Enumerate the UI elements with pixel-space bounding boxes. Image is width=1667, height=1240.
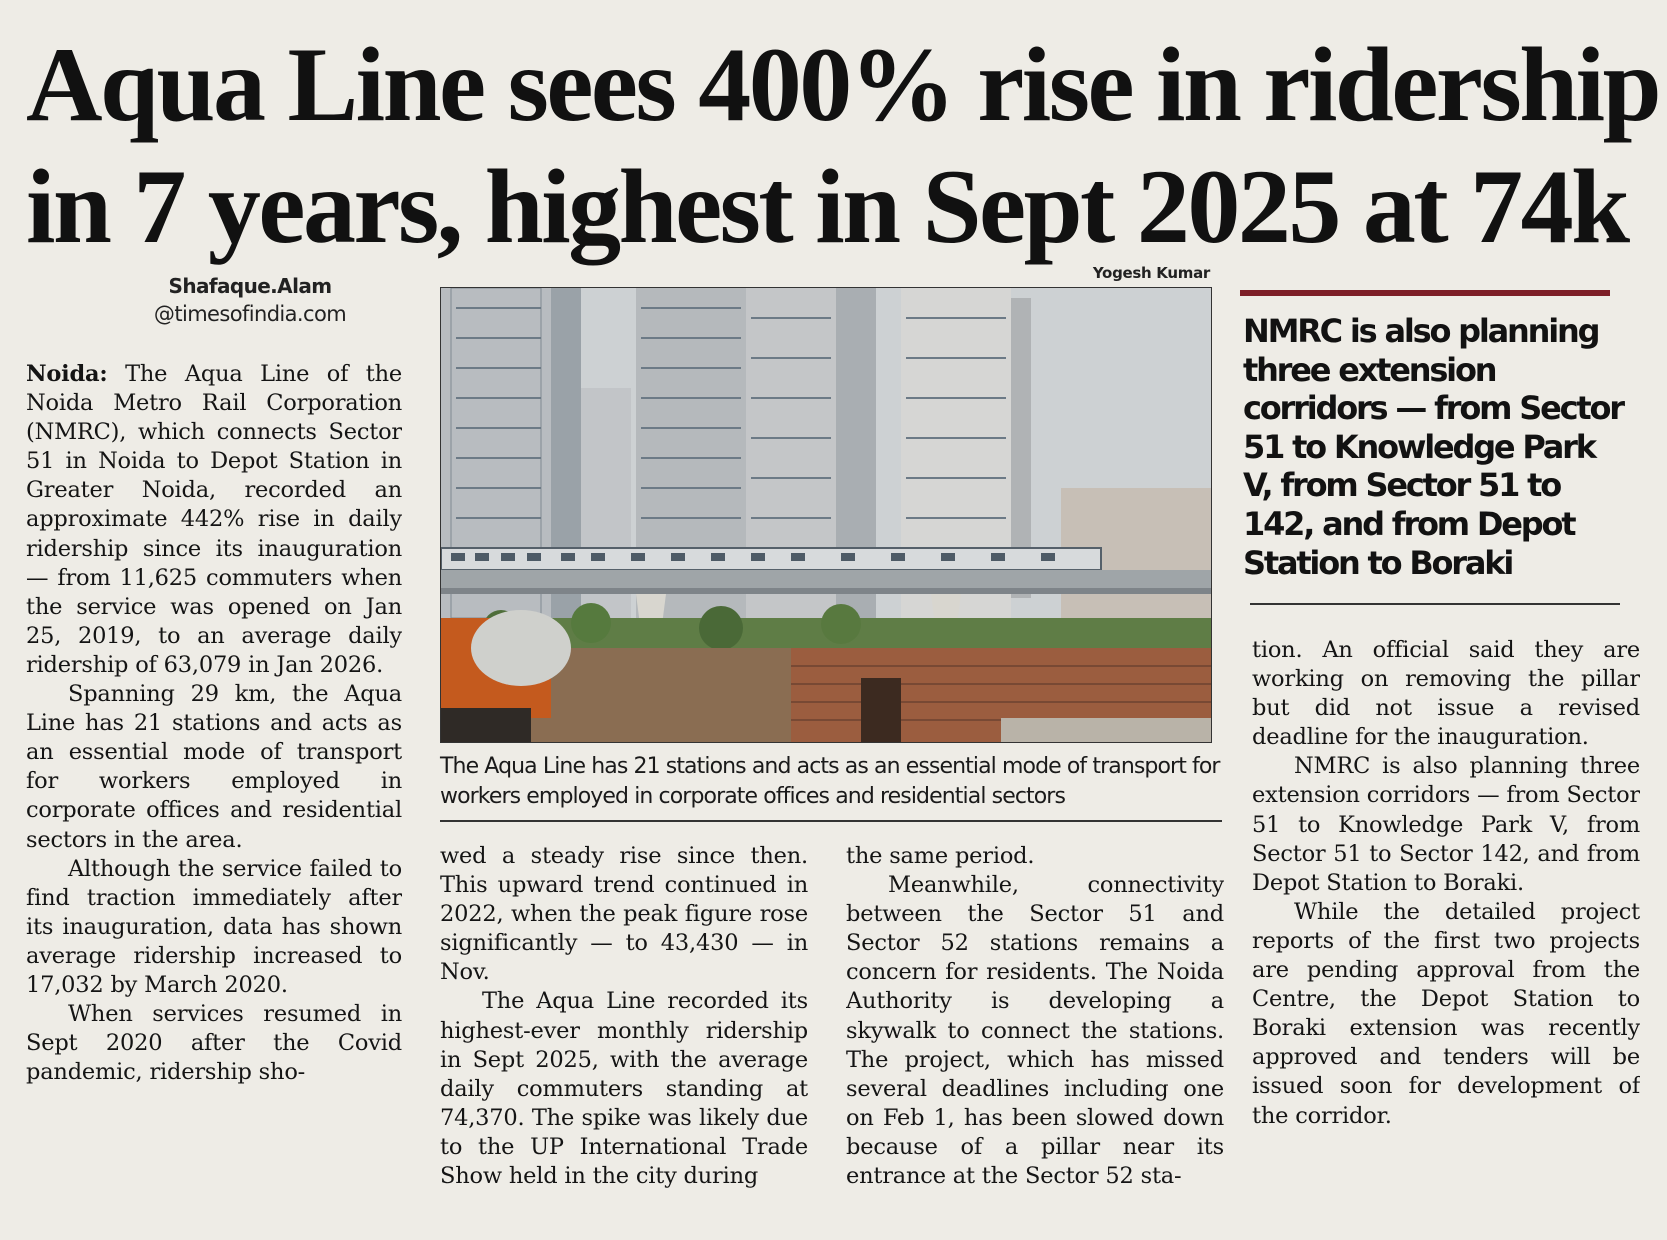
article-column-2: wed a steady rise since then. This upwar… xyxy=(440,842,808,1240)
byline-email: @timesofindia.com xyxy=(153,302,347,326)
headline-line-2: in 7 years, highest in Sept 2025 at 74k xyxy=(26,148,1630,265)
byline: Shafaque.Alam @timesofindia.com xyxy=(100,272,400,328)
pull-quote: NMRC is also planning three extension co… xyxy=(1243,312,1625,582)
caption-divider xyxy=(440,820,1222,822)
headline-line-1: Aqua Line sees 400% rise in ridership xyxy=(26,26,1662,143)
metro-photo-illustration xyxy=(441,288,1211,742)
metro-photo xyxy=(440,287,1212,743)
paragraph-1: Noida: The Aqua Line of the Noida Metro … xyxy=(26,360,402,680)
article-column-3: the same period. Meanwhile, connectivity… xyxy=(846,842,1224,1240)
dateline: Noida: xyxy=(26,361,108,387)
paragraph-5: The Aqua Line recorded its highest-ever … xyxy=(440,988,808,1190)
paragraph-5-end: the same period. xyxy=(846,843,1035,869)
paragraph-4-continued: wed a steady rise since then. This upwar… xyxy=(440,843,808,986)
pull-quote-top-rule xyxy=(1240,290,1610,296)
paragraph-1-text: The Aqua Line of the Noida Metro Rail Co… xyxy=(26,361,402,678)
paragraph-6-end: tion. An official said they are working … xyxy=(1252,637,1640,751)
paragraph-8: While the detailed project reports of th… xyxy=(1252,898,1640,1129)
paragraph-6: Meanwhile, connectivity between the Sect… xyxy=(846,872,1224,1190)
article-column-4: tion. An official said they are working … xyxy=(1252,636,1640,1240)
photo-credit: Yogesh Kumar xyxy=(1092,264,1210,282)
byline-author: Shafaque.Alam xyxy=(168,274,333,298)
photo-caption: The Aqua Line has 21 stations and acts a… xyxy=(440,754,1220,809)
paragraph-7: NMRC is also planning three extension co… xyxy=(1252,753,1640,896)
pull-quote-bottom-rule xyxy=(1250,603,1620,605)
headline: Aqua Line sees 400% rise in ridership in… xyxy=(26,24,1662,268)
paragraph-4-start: When services resumed in Sept 2020 after… xyxy=(26,1001,402,1086)
article-column-1: Noida: The Aqua Line of the Noida Metro … xyxy=(26,360,402,1240)
paragraph-3: Although the service failed to find trac… xyxy=(26,855,402,998)
paragraph-2: Spanning 29 km, the Aqua Line has 21 sta… xyxy=(26,681,402,853)
